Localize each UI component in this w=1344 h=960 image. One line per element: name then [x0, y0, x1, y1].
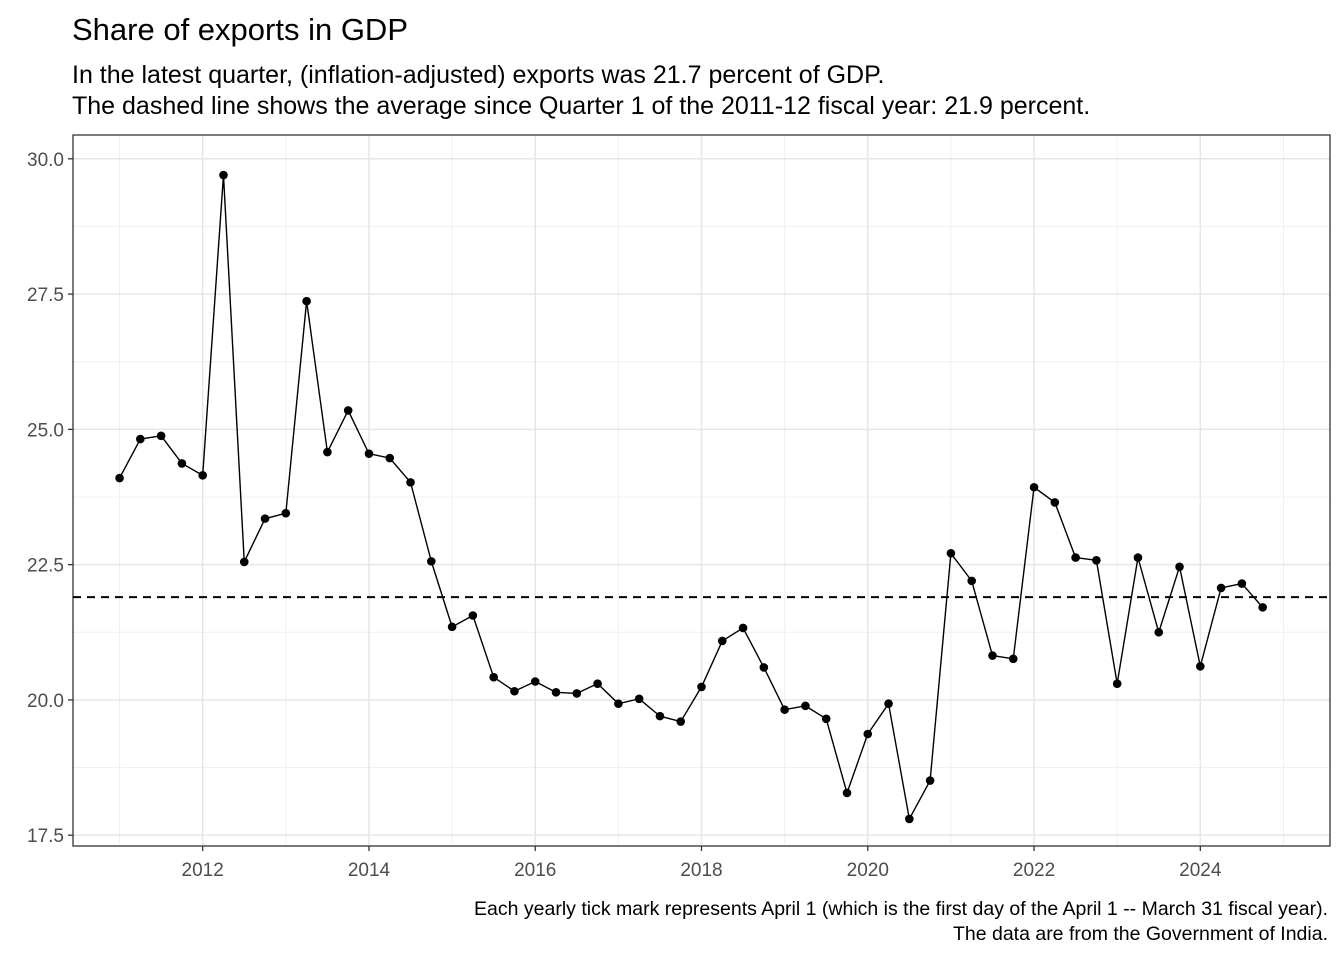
x-tick-label: 2018 [680, 860, 722, 881]
data-point [905, 814, 914, 824]
y-tick-label: 25.0 [27, 420, 64, 441]
x-tick-label: 2024 [1179, 860, 1222, 881]
x-tick-label: 2020 [847, 860, 889, 881]
data-point [1216, 583, 1226, 593]
data-point [551, 688, 561, 697]
subtitle-line-1: In the latest quarter, (inflation-adjust… [72, 61, 885, 89]
data-point [1175, 562, 1184, 572]
chart-caption: Each yearly tick mark represents April 1… [474, 897, 1328, 947]
data-point [343, 406, 353, 415]
data-point [780, 705, 789, 714]
data-point [842, 788, 852, 798]
data-point [468, 611, 478, 620]
data-point [302, 296, 311, 306]
data-point [260, 514, 270, 523]
data-point [510, 686, 519, 696]
data-point [1258, 603, 1267, 612]
data-point [364, 449, 374, 459]
data-point [801, 701, 810, 711]
y-tick-label: 30.0 [27, 150, 64, 171]
series-line [118, 174, 1264, 820]
chart-subtitle: In the latest quarter, (inflation-adjust… [72, 60, 1090, 122]
data-point [717, 636, 727, 646]
data-point [759, 663, 769, 672]
x-tick-label: 2014 [348, 860, 391, 881]
chart-title: Share of exports in GDP [72, 12, 408, 47]
data-point [489, 672, 498, 682]
data-point [1154, 627, 1164, 637]
data-point [156, 431, 166, 441]
y-tick-label: 27.5 [27, 285, 64, 306]
caption-line-2: The data are from the Government of Indi… [952, 923, 1328, 945]
data-point [1008, 654, 1018, 664]
data-point [884, 699, 893, 708]
data-point [1196, 662, 1205, 671]
data-point [198, 471, 207, 480]
data-point [115, 473, 124, 483]
y-tick-label: 20.0 [27, 691, 64, 712]
data-point [676, 717, 686, 726]
data-point [530, 677, 540, 686]
subtitle-line-2: The dashed line shows the average since … [72, 92, 1091, 120]
data-point [572, 689, 582, 698]
data-point [281, 508, 291, 518]
data-point [634, 694, 644, 704]
data-point [593, 679, 602, 688]
caption-line-1: Each yearly tick mark represents April 1… [474, 898, 1328, 920]
data-point [1050, 498, 1060, 507]
data-point [427, 557, 436, 566]
data-point [988, 651, 997, 660]
data-point [1071, 553, 1080, 562]
data-point [136, 434, 145, 444]
data-point [219, 170, 228, 180]
data-point [738, 623, 748, 633]
data-point [323, 447, 332, 457]
data-point [925, 776, 935, 785]
data-point [1029, 482, 1039, 492]
data-point [1092, 556, 1101, 565]
data-point [697, 682, 706, 692]
data-point [1133, 553, 1143, 562]
data-point [1112, 679, 1122, 688]
data-point [946, 548, 956, 558]
data-point [406, 478, 415, 487]
data-point [863, 729, 873, 739]
data-point [821, 714, 831, 724]
x-tick-label: 2012 [182, 860, 224, 881]
data-point [177, 459, 187, 468]
data-point [385, 453, 395, 463]
data-point [614, 699, 623, 708]
data-point [655, 711, 665, 721]
y-tick-label: 22.5 [27, 556, 64, 577]
data-point [447, 622, 457, 632]
data-point [1237, 579, 1247, 588]
x-tick-label: 2016 [514, 860, 556, 881]
y-tick-label: 17.5 [27, 826, 64, 847]
data-point [967, 576, 976, 586]
data-point [239, 557, 249, 567]
x-tick-label: 2022 [1013, 860, 1055, 881]
